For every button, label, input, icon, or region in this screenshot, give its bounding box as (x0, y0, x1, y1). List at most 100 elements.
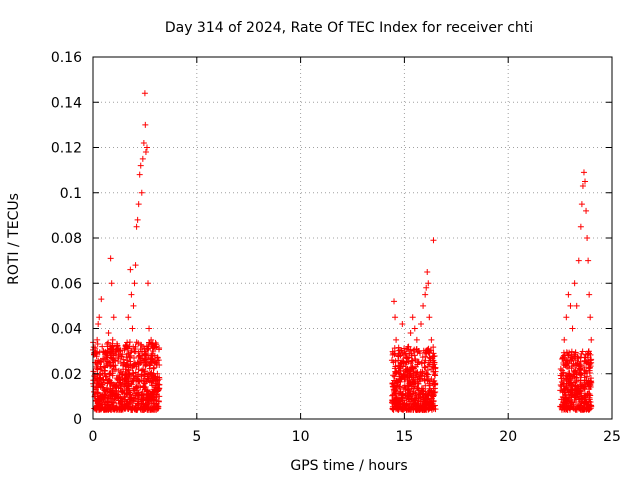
data-point (146, 325, 153, 332)
data-point (564, 373, 571, 380)
data-point (425, 349, 432, 356)
data-point (156, 344, 163, 351)
x-tick-label: 25 (603, 429, 621, 445)
data-point (100, 349, 107, 356)
data-point (426, 361, 433, 368)
data-point (561, 336, 568, 343)
data-point (395, 352, 402, 359)
data-point (107, 343, 114, 350)
data-point (124, 339, 131, 346)
y-tick-label: 0.16 (51, 50, 82, 66)
x-tick-label: 20 (499, 429, 517, 445)
data-point (574, 360, 581, 367)
data-point (122, 396, 129, 403)
data-point (116, 348, 123, 355)
data-point (117, 404, 124, 411)
data-point (112, 366, 119, 373)
data-point (117, 360, 124, 367)
data-point (405, 405, 412, 412)
data-point (155, 387, 162, 394)
data-point (577, 377, 584, 384)
data-point (408, 396, 415, 403)
data-point (430, 393, 437, 400)
y-tick-label: 0.06 (51, 276, 82, 292)
data-point (104, 402, 111, 409)
data-point (125, 405, 132, 412)
data-point (388, 399, 395, 406)
data-point (403, 400, 410, 407)
data-point (109, 406, 116, 413)
data-point (143, 391, 150, 398)
data-point (124, 361, 131, 368)
data-point (138, 394, 145, 401)
data-point (407, 330, 414, 337)
data-point (579, 406, 586, 413)
data-point (413, 371, 420, 378)
data-point (134, 406, 141, 413)
data-point (416, 389, 423, 396)
data-point (401, 376, 408, 383)
data-point (408, 350, 415, 357)
data-point (407, 401, 414, 408)
data-point (413, 336, 420, 343)
data-point (577, 366, 584, 373)
data-point (417, 390, 424, 397)
data-point (105, 330, 112, 337)
data-point (138, 373, 145, 380)
data-point (93, 363, 100, 370)
data-point (568, 348, 575, 355)
data-point (145, 399, 152, 406)
data-point (587, 314, 594, 321)
data-point (424, 268, 431, 275)
data-point (414, 376, 421, 383)
data-point (399, 373, 406, 380)
data-point (99, 343, 106, 350)
grid (93, 57, 612, 419)
data-point (587, 381, 594, 388)
data-point (143, 144, 150, 151)
x-tick-label: 10 (292, 429, 310, 445)
data-point (583, 207, 590, 214)
data-point (573, 302, 580, 309)
data-point (115, 384, 122, 391)
data-point (426, 380, 433, 387)
data-point (581, 385, 588, 392)
data-point (114, 340, 121, 347)
data-point (403, 368, 410, 375)
data-point (131, 280, 138, 287)
data-point (118, 388, 125, 395)
data-point (432, 381, 439, 388)
data-point (410, 347, 417, 354)
data-point (430, 344, 437, 351)
data-point (135, 353, 142, 360)
data-point (140, 366, 147, 373)
data-point (432, 406, 439, 413)
data-point (390, 406, 397, 413)
data-points (90, 90, 595, 413)
data-point (148, 336, 155, 343)
data-point (146, 339, 153, 346)
data-point (108, 280, 115, 287)
data-point (399, 391, 406, 398)
data-point (109, 336, 116, 343)
data-point (431, 359, 438, 366)
data-point (154, 370, 161, 377)
data-point (125, 385, 132, 392)
data-point (98, 394, 105, 401)
x-tick-label: 5 (192, 429, 201, 445)
chart-title: Day 314 of 2024, Rate Of TEC Index for r… (165, 20, 533, 36)
data-point (405, 378, 412, 385)
data-point (119, 370, 126, 377)
data-point (395, 353, 402, 360)
data-point (103, 353, 110, 360)
data-point (581, 364, 588, 371)
data-point (130, 302, 137, 309)
data-point (141, 90, 148, 97)
data-point (419, 354, 426, 361)
data-point (146, 395, 153, 402)
data-point (577, 223, 584, 230)
data-point (413, 391, 420, 398)
data-point (105, 339, 112, 346)
x-tick-label: 0 (89, 429, 98, 445)
data-point (420, 302, 427, 309)
